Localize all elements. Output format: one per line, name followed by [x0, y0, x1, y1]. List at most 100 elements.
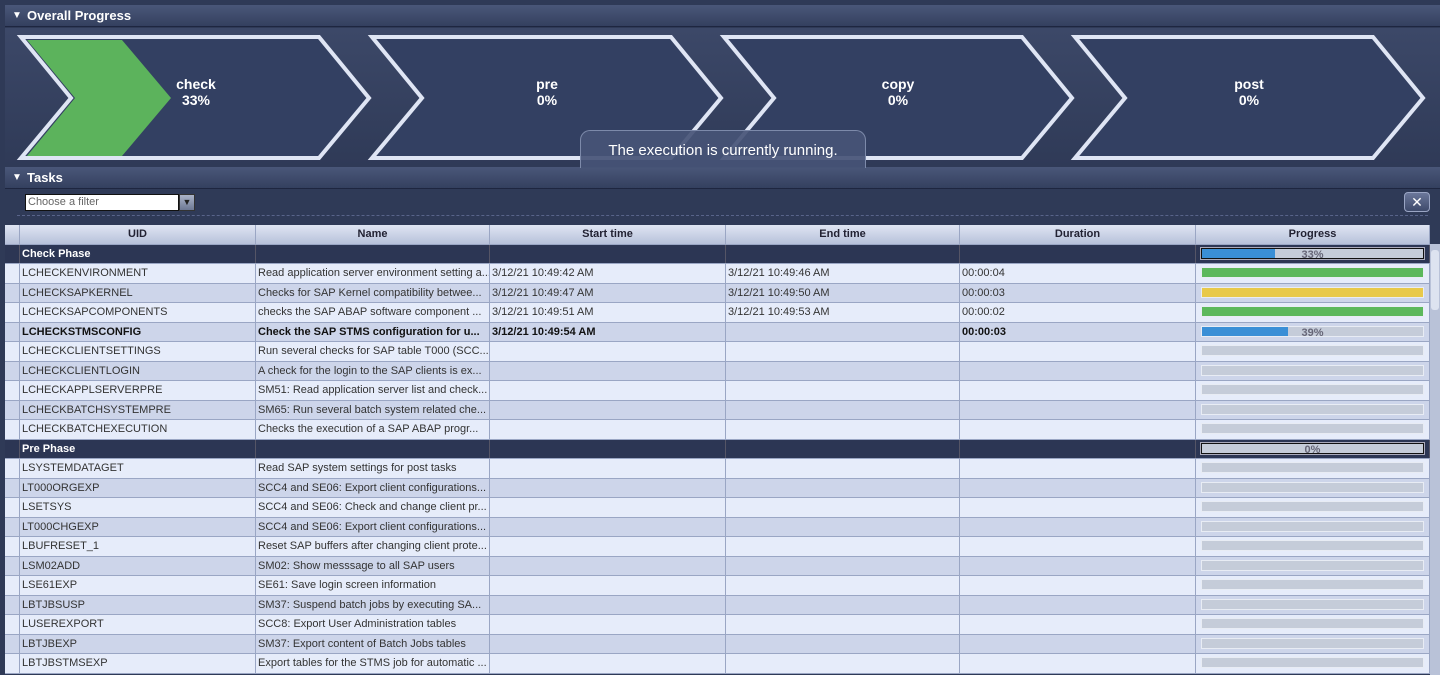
- table-row[interactable]: LCHECKCLIENTLOGIN A check for the login t…: [5, 361, 1430, 381]
- cell-start-time: [490, 244, 726, 263]
- table-row[interactable]: LSM02ADD SM02: Show messsage to all SAP u…: [5, 556, 1430, 576]
- cell-duration: 00:00:04: [960, 264, 1196, 283]
- cell-progress: [1196, 595, 1430, 614]
- table-row[interactable]: LCHECKBATCHSYSTEMPRE SM65: Run several ba…: [5, 400, 1430, 420]
- cell-end-time: [726, 322, 960, 341]
- triangle-down-icon[interactable]: ▼: [12, 10, 22, 21]
- cell-duration: [960, 498, 1196, 517]
- tasks-header[interactable]: ▼ Tasks: [5, 167, 1440, 189]
- filter-select[interactable]: Choose a filter: [25, 194, 179, 211]
- column-duration[interactable]: Duration: [960, 225, 1196, 244]
- cell-end-time: [726, 342, 960, 361]
- clear-filter-icon[interactable]: ✕: [1404, 192, 1430, 212]
- table-row[interactable]: LCHECKCLIENTSETTINGS Run several checks f…: [5, 342, 1430, 362]
- progress-bar: [1201, 637, 1424, 649]
- cell-start-time: [490, 556, 726, 575]
- cell-progress: [1196, 264, 1430, 283]
- column-name[interactable]: Name: [256, 225, 490, 244]
- phase-chevrons: check 33% pre 0% copy 0% post 0%: [5, 28, 1440, 166]
- column-uid[interactable]: UID: [20, 225, 256, 244]
- scrollbar-thumb[interactable]: [1431, 250, 1439, 310]
- table-row[interactable]: LBTJBSUSP SM37: Suspend batch jobs by exe…: [5, 595, 1430, 615]
- table-row[interactable]: LCHECKAPPLSERVERPRE SM51: Read applicatio…: [5, 381, 1430, 401]
- cell-uid: LCHECKSTMSCONFIG: [20, 322, 256, 341]
- chevron-down-icon[interactable]: ▼: [179, 194, 195, 211]
- cell-uid: LSYSTEMDATAGET: [20, 459, 256, 478]
- cell-progress: [1196, 478, 1430, 497]
- table-row[interactable]: LCHECKBATCHEXECUTION Checks the execution…: [5, 420, 1430, 440]
- cell-start-time: [490, 420, 726, 439]
- table-row[interactable]: LBUFRESET_1 Reset SAP buffers after chang…: [5, 537, 1430, 557]
- cell-progress: [1196, 576, 1430, 595]
- table-row[interactable]: LUSEREXPORT SCC8: Export User Administrat…: [5, 615, 1430, 635]
- progress-bar: [1201, 559, 1424, 571]
- cell-name: SCC4 and SE06: Export client configurati…: [256, 517, 490, 536]
- cell-uid: LCHECKCLIENTLOGIN: [20, 361, 256, 380]
- cell-end-time: [726, 615, 960, 634]
- table-row[interactable]: LSE61EXP SE61: Save login screen informat…: [5, 576, 1430, 596]
- cell-end-time: 3/12/21 10:49:46 AM: [726, 264, 960, 283]
- table-row[interactable]: LCHECKSTMSCONFIG Check the SAP STMS confi…: [5, 322, 1430, 342]
- cell-progress: [1196, 303, 1430, 322]
- table-row[interactable]: LCHECKENVIRONMENT Read application server…: [5, 264, 1430, 284]
- cell-duration: [960, 634, 1196, 653]
- triangle-down-icon[interactable]: ▼: [12, 172, 22, 183]
- cell-name: SCC4 and SE06: Export client configurati…: [256, 478, 490, 497]
- cell-progress: [1196, 634, 1430, 653]
- cell-progress: [1196, 459, 1430, 478]
- cell-end-time: [726, 459, 960, 478]
- cell-start-time: 3/12/21 10:49:42 AM: [490, 264, 726, 283]
- table-row[interactable]: LBTJBSTMSEXP Export tables for the STMS j…: [5, 654, 1430, 674]
- table-row[interactable]: LBTJBEXP SM37: Export content of Batch Jo…: [5, 634, 1430, 654]
- cell-name: A check for the login to the SAP clients…: [256, 361, 490, 380]
- cell-name: Export tables for the STMS job for autom…: [256, 654, 490, 673]
- row-gutter: [5, 322, 20, 341]
- row-gutter: [5, 244, 20, 263]
- table-row[interactable]: LT000ORGEXP SCC4 and SE06: Export client …: [5, 478, 1430, 498]
- row-gutter: [5, 283, 20, 302]
- table-row[interactable]: LT000CHGEXP SCC4 and SE06: Export client …: [5, 517, 1430, 537]
- column-progress[interactable]: Progress: [1196, 225, 1430, 244]
- group-row[interactable]: Pre Phase 0%: [5, 439, 1430, 459]
- progress-bar: [1201, 618, 1424, 629]
- cell-end-time: [726, 517, 960, 536]
- divider: [17, 215, 1428, 216]
- progress-fill: [1202, 326, 1289, 336]
- cell-uid: LUSEREXPORT: [20, 615, 256, 634]
- overall-progress-header[interactable]: ▼ Overall Progress: [5, 5, 1440, 27]
- cell-name: Read SAP system settings for post tasks: [256, 459, 490, 478]
- cell-progress: [1196, 556, 1430, 575]
- cell-duration: [960, 381, 1196, 400]
- cell-duration: [960, 654, 1196, 673]
- row-gutter-header: [5, 225, 20, 244]
- cell-start-time: [490, 576, 726, 595]
- cell-uid: LT000ORGEXP: [20, 478, 256, 497]
- cell-name: checks the SAP ABAP software component .…: [256, 303, 490, 322]
- cell-start-time: [490, 654, 726, 673]
- cell-progress: [1196, 420, 1430, 439]
- row-gutter: [5, 264, 20, 283]
- cell-name: Checks the execution of a SAP ABAP progr…: [256, 420, 490, 439]
- scrollbar[interactable]: [1430, 244, 1440, 675]
- group-row[interactable]: Check Phase 33%: [5, 244, 1430, 264]
- phase-chevron-post: [1070, 35, 1426, 160]
- table-row[interactable]: LCHECKSAPKERNEL Checks for SAP Kernel com…: [5, 283, 1430, 303]
- table-row[interactable]: LSYSTEMDATAGET Read SAP system settings f…: [5, 459, 1430, 479]
- cell-name: [256, 439, 490, 458]
- cell-start-time: [490, 498, 726, 517]
- cell-end-time: [726, 498, 960, 517]
- progress-bar: [1201, 403, 1424, 415]
- progress-bar: [1201, 345, 1424, 356]
- table-row[interactable]: LCHECKSAPCOMPONENTS checks the SAP ABAP s…: [5, 303, 1430, 323]
- table-row[interactable]: LSETSYS SCC4 and SE06: Check and change c…: [5, 498, 1430, 518]
- cell-uid: LCHECKBATCHSYSTEMPRE: [20, 400, 256, 419]
- row-gutter: [5, 420, 20, 439]
- cell-uid: LSM02ADD: [20, 556, 256, 575]
- row-gutter: [5, 439, 20, 458]
- column-end-time[interactable]: End time: [726, 225, 960, 244]
- cell-duration: [960, 556, 1196, 575]
- progress-bar: [1201, 579, 1424, 590]
- cell-name: Check the SAP STMS configuration for u..…: [256, 322, 490, 341]
- column-start-time[interactable]: Start time: [490, 225, 726, 244]
- row-gutter: [5, 400, 20, 419]
